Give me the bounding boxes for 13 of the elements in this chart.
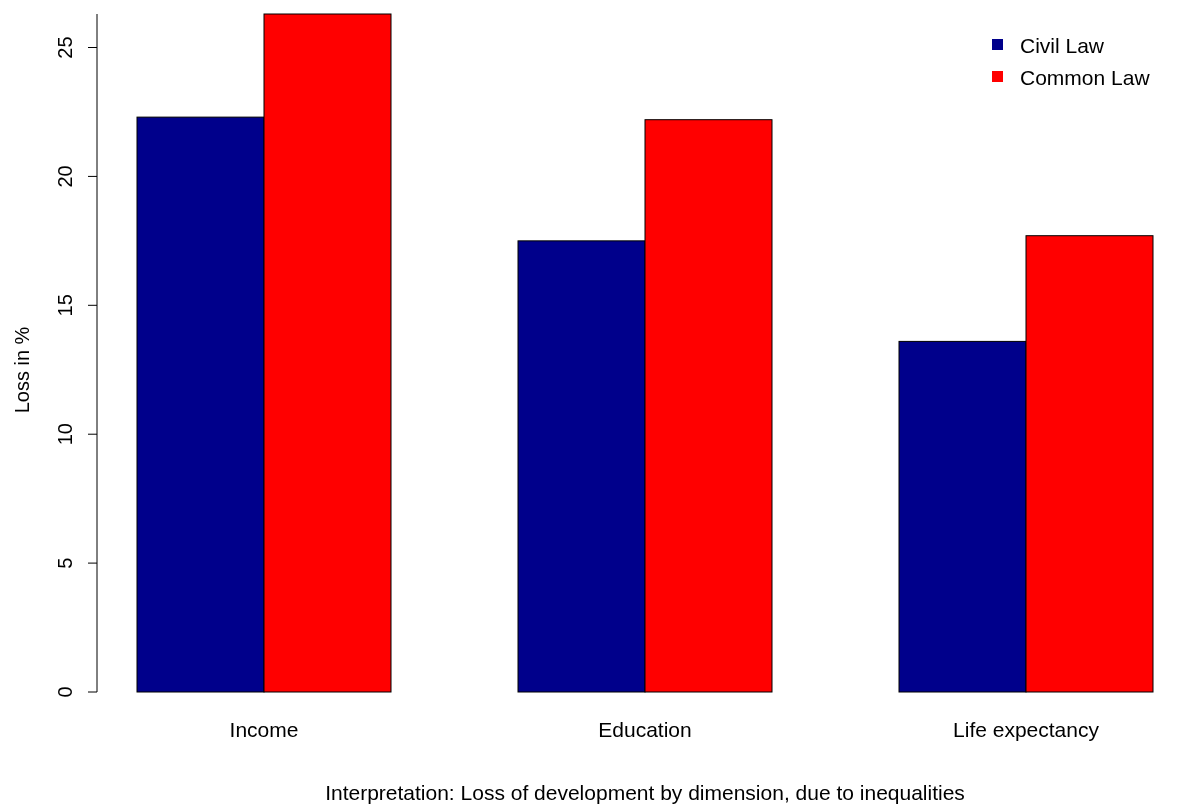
text: Interpretation: Loss of development by dimension, due to inequalities <box>325 781 965 804</box>
y-tick-label: 10 <box>54 423 76 446</box>
y-axis-title: Loss in % <box>11 326 33 414</box>
x-tick-label: Life expectancy <box>953 718 1100 741</box>
legend-label: Civil Law <box>1020 34 1105 57</box>
x-tick-label: Education <box>598 718 692 741</box>
y-tick-label: 0 <box>54 686 76 698</box>
legend-label: Common Law <box>1020 66 1151 89</box>
y-tick-label: 20 <box>54 165 76 188</box>
y-tick-label: 15 <box>54 294 76 317</box>
x-tick-label: Income <box>229 718 299 741</box>
y-tick-label: 5 <box>54 557 76 569</box>
y-tick-label: 25 <box>54 36 76 59</box>
